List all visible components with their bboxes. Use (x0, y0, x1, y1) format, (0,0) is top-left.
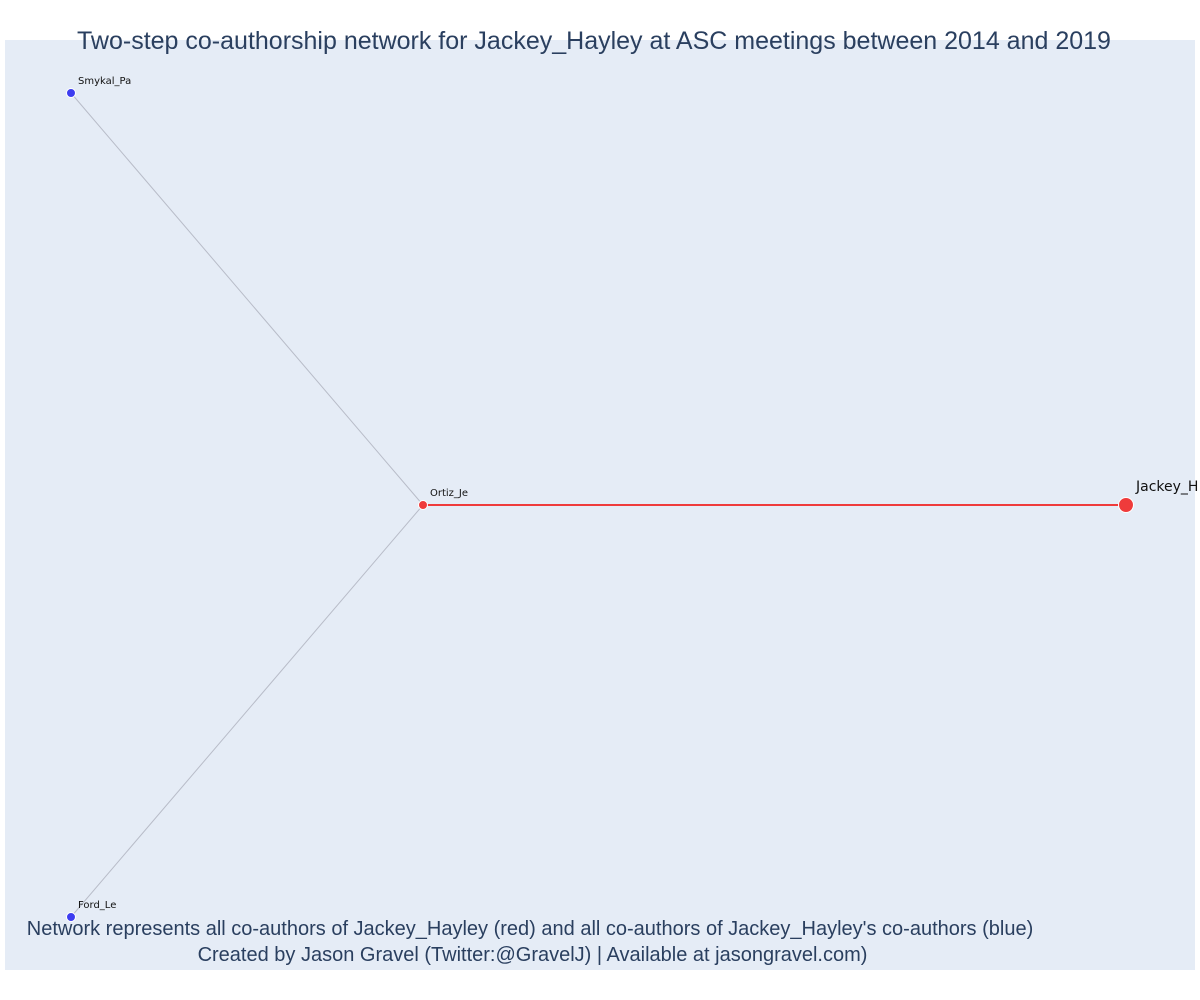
node-ford-le[interactable] (66, 912, 76, 922)
edge-ford_le-ortiz_je (70, 504, 424, 918)
node-smykal-pa[interactable] (66, 88, 76, 98)
footer-credit: Created by Jason Gravel (Twitter:@Gravel… (197, 944, 868, 966)
node-jackey-hayley[interactable] (1118, 497, 1134, 513)
figure-title: Two-step co-authorship network for Jacke… (77, 27, 1111, 55)
edge-smykal_pa-ortiz_je (70, 92, 424, 506)
node-ortiz-je[interactable] (418, 500, 428, 510)
node-label-ford-le: Ford_Le (78, 900, 116, 911)
footer-description: Network represents all co-authors of Jac… (26, 918, 1034, 940)
nodes-layer (66, 88, 1134, 922)
labels-layer: Smykal_Pa Ortiz_Je Jackey_H Ford_Le (78, 76, 1198, 911)
node-label-jackey-hayley: Jackey_H (1135, 479, 1198, 495)
node-label-smykal-pa: Smykal_Pa (78, 76, 131, 87)
node-label-ortiz-je: Ortiz_Je (430, 488, 468, 499)
edges-layer (70, 92, 1126, 918)
